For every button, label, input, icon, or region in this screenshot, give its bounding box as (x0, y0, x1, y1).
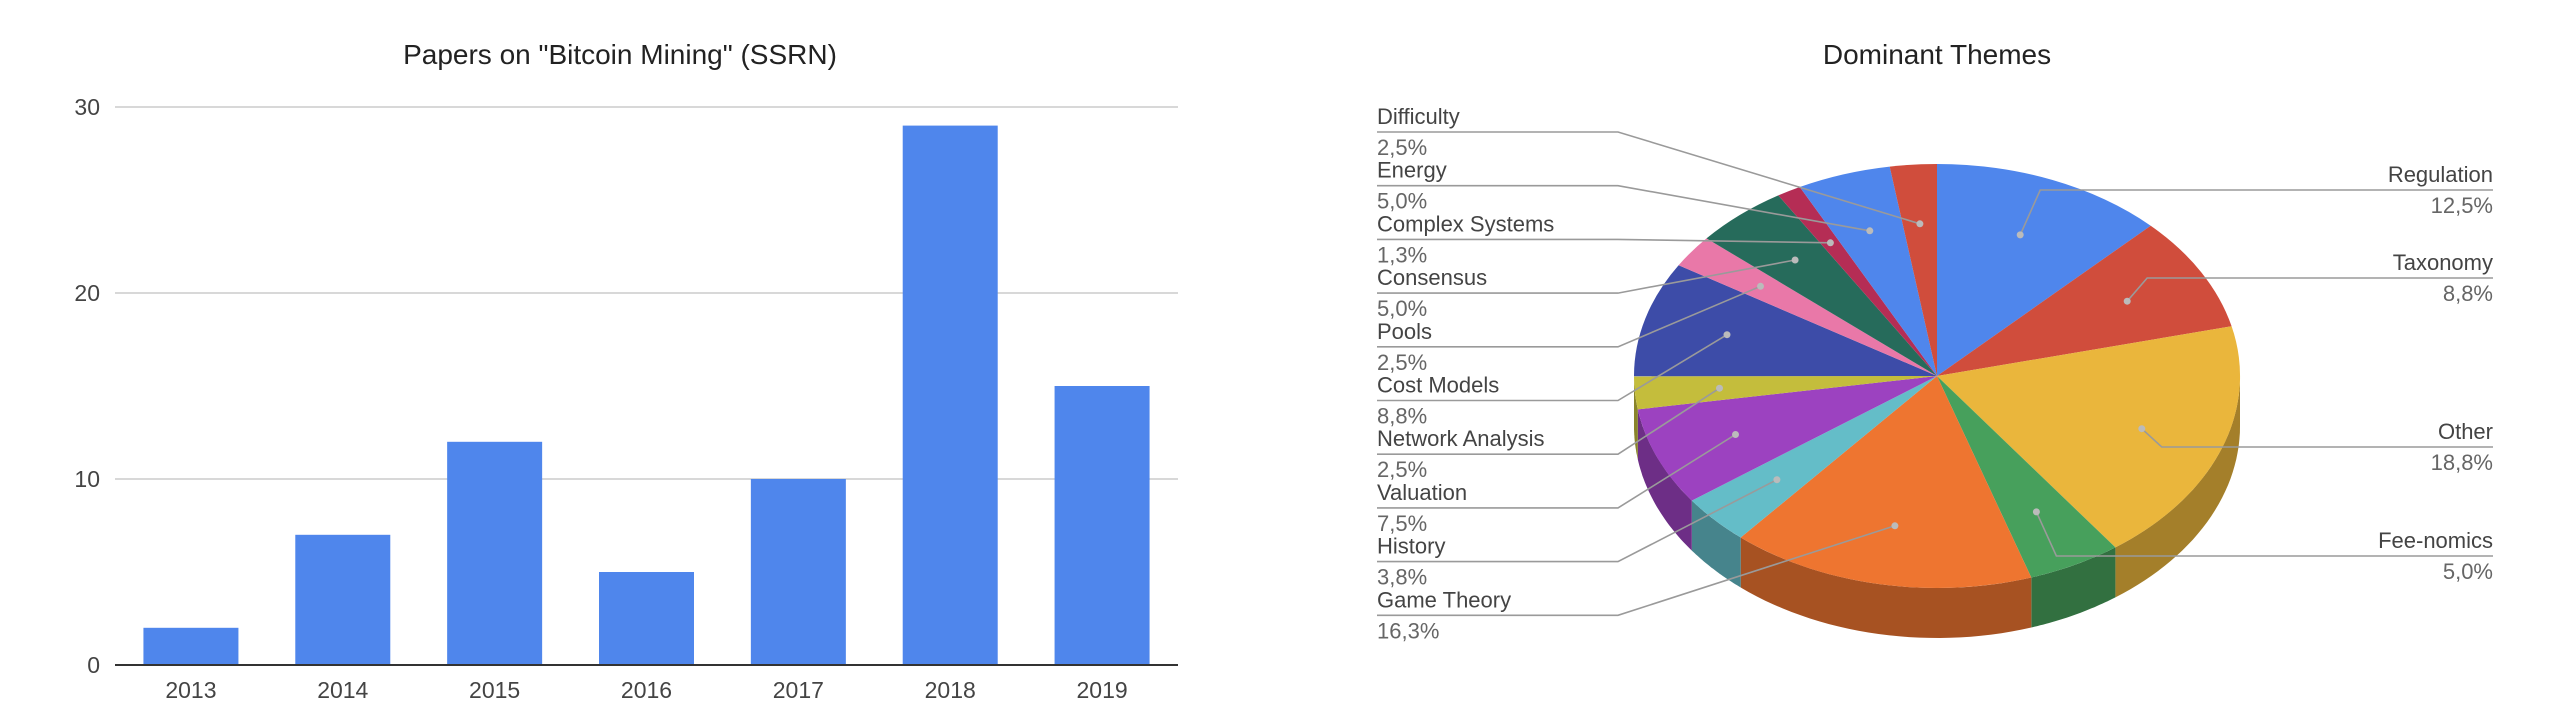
bar (902, 125, 998, 666)
pie-slice-label: Other (2438, 419, 2493, 444)
leader-line (1377, 387, 1720, 456)
pie-slice-label: Regulation (2388, 162, 2493, 187)
leader-line (1377, 334, 1728, 402)
pie-slice-percent: 12,5% (2431, 193, 2493, 218)
bar (295, 534, 391, 665)
pie-slice-label: Fee-nomics (2378, 528, 2493, 553)
bar-chart: Papers on "Bitcoin Mining" (SSRN) 0 10 20 3… (74, 39, 1178, 703)
pie-slice-percent: 3,8% (1377, 565, 1427, 590)
pie-slice-percent: 16,3% (1377, 618, 1439, 643)
bar (447, 441, 543, 665)
pie-slice-percent: 2,5% (1377, 135, 1427, 160)
leader-line (1377, 131, 1921, 225)
leader-dot (1916, 220, 1924, 228)
x-tick-label: 2018 (925, 677, 976, 703)
leader-dot (1866, 227, 1874, 235)
x-tick-label: 2014 (317, 677, 368, 703)
x-tick-label: 2016 (621, 677, 672, 703)
pie-slice-percent: 7,5% (1377, 511, 1427, 536)
pie-slice-side (2115, 376, 2240, 598)
leader-dot (2138, 425, 2146, 433)
leader-line (1377, 285, 1761, 348)
pie-slice (1937, 225, 2232, 376)
leader-line (1377, 259, 1796, 294)
pie-slice-percent: 5,0% (2443, 559, 2493, 584)
pie-slice-label: Taxonomy (2393, 250, 2493, 275)
leader-line (1377, 433, 1736, 509)
pie-slice-percent: 18,8% (2431, 450, 2493, 475)
x-tick-label: 2013 (165, 677, 216, 703)
y-tick-label: 20 (74, 280, 100, 306)
leader-dot (1732, 431, 1739, 438)
y-tick-label: 0 (87, 652, 100, 678)
pie-slice-label: Valuation (1377, 480, 1467, 505)
pie-slice (1678, 238, 1937, 376)
pie-slice (1706, 195, 1937, 376)
leader-line (1377, 238, 1831, 244)
pie-slice-percent: 5,0% (1377, 296, 1427, 321)
pie-slice (1740, 376, 2032, 589)
pie-slice-side (1691, 500, 1741, 588)
leader-dot (1757, 282, 1764, 290)
leader-line (1377, 525, 1896, 617)
pie-slice (1634, 376, 1937, 410)
pie-slice (1937, 376, 2116, 578)
pie-slice-percent: 8,8% (2443, 281, 2493, 306)
pie-slice (1637, 376, 1937, 501)
x-tick-label: 2015 (469, 677, 520, 703)
bar (750, 479, 846, 665)
leader-line (2035, 511, 2493, 557)
leader-dot (1791, 256, 1799, 264)
pie-slice-label: Pools (1377, 319, 1432, 344)
leader-dot (2123, 297, 2131, 305)
x-tick-label: 2017 (773, 677, 824, 703)
pie-slice-side (1634, 376, 1638, 460)
pie-slice (1633, 265, 1937, 377)
y-tick-label: 10 (74, 466, 100, 492)
leader-dot (1716, 384, 1723, 392)
leader-line (2019, 189, 2493, 236)
pie-slice-percent: 2,5% (1377, 457, 1427, 482)
leader-dot (1891, 522, 1899, 530)
pie-slice-label: Cost Models (1377, 373, 1499, 398)
pie-slice (1799, 166, 1937, 376)
pie-slice-label: Difficulty (1377, 104, 1460, 129)
pie-slice-percent: 2,5% (1377, 350, 1427, 375)
pie-slice-side (1740, 537, 2032, 638)
bar (1054, 386, 1150, 665)
leader-dot (2032, 508, 2040, 516)
leader-dot (1826, 239, 1834, 247)
pie-chart-title: Dominant Themes (1823, 39, 2051, 70)
pie-slice (1937, 326, 2241, 548)
pie-slice (1778, 187, 1937, 376)
leader-dot (2016, 231, 2024, 239)
leader-line (2141, 428, 2493, 448)
leader-dot (1723, 331, 1731, 339)
pie-slice-label: Complex Systems (1377, 211, 1554, 236)
pie-slice (1889, 164, 1937, 376)
pie-slice-label: Game Theory (1377, 587, 1511, 612)
pie-slice-percent: 5,0% (1377, 189, 1427, 214)
bar (143, 627, 239, 665)
leader-line (2126, 277, 2493, 302)
bar-chart-title: Papers on "Bitcoin Mining" (SSRN) (403, 39, 837, 70)
pie-slice-percent: 8,8% (1377, 404, 1427, 429)
pie-slice-label: Network Analysis (1377, 426, 1545, 451)
pie-slice (1937, 164, 2151, 376)
pie-slice-label: History (1377, 534, 1445, 559)
x-tick-label: 2019 (1076, 677, 1127, 703)
pie-slice-label: Consensus (1377, 265, 1487, 290)
pie-slice (1691, 376, 1937, 538)
y-tick-label: 30 (74, 94, 100, 120)
pie-slice-percent: 1,3% (1377, 242, 1427, 267)
pie-slice-side (1637, 409, 1692, 551)
bar (599, 572, 694, 665)
pie-slice-label: Energy (1377, 158, 1447, 183)
pie-slice-side (2031, 547, 2116, 628)
pie-chart: Dominant Themes Regulation 12,5% Taxonomy 8… (1377, 39, 2493, 643)
leader-dot (1773, 476, 1781, 484)
leader-line (1377, 478, 1778, 563)
leader-line (1377, 184, 1870, 232)
